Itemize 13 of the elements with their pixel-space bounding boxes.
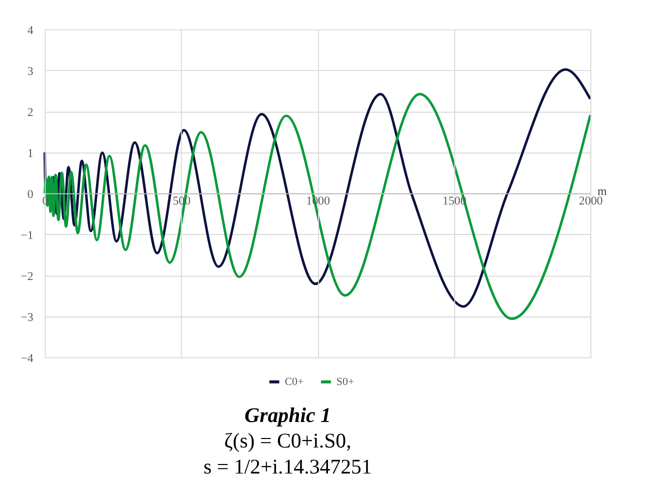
y-tick-label: −2 xyxy=(20,268,34,283)
y-tick-label: −4 xyxy=(20,350,34,365)
legend-label: S0+ xyxy=(336,376,354,388)
y-tick-label: 3 xyxy=(27,64,34,78)
y-tick-label: −1 xyxy=(20,228,34,242)
text: s = 1/2+i.14.347251 xyxy=(204,454,372,479)
y-tick-label: 1 xyxy=(27,146,34,160)
text: Graphic 1 xyxy=(244,402,331,427)
y-tick-label: 2 xyxy=(27,104,34,119)
y-tick-label: −3 xyxy=(20,310,34,324)
legend-label: C0+ xyxy=(284,376,304,388)
text: ζ(s) = C0+i.S0, xyxy=(224,428,352,453)
y-tick-label: 4 xyxy=(27,22,34,37)
